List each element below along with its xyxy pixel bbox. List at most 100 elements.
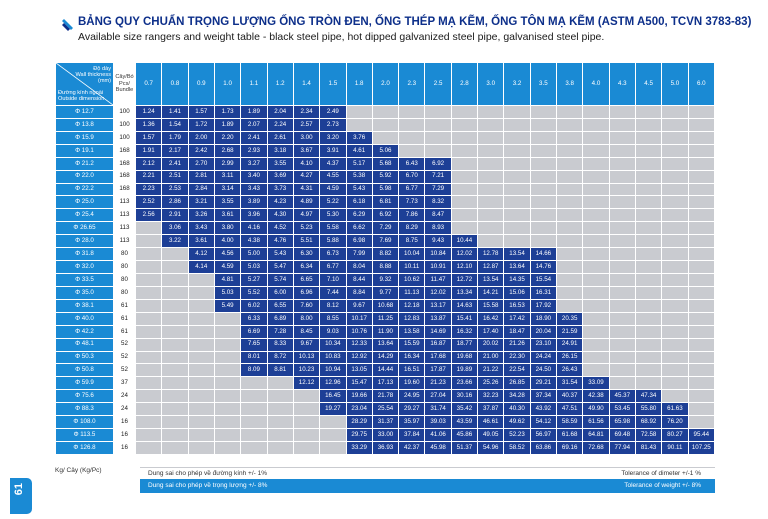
empty-cell [634,105,663,119]
weight-cell: 8.29 [398,221,426,236]
pcs-cell: 52 [113,363,136,378]
weight-cell: 42.37 [398,440,426,456]
empty-cell [161,247,189,262]
dimension-cell: Φ 75.6 [55,389,114,404]
weight-cell: 22.54 [503,363,531,378]
weight-cell: 42.38 [582,389,610,404]
weight-cell: 2.91 [161,208,189,223]
weight-cell: 6.43 [398,156,426,171]
weight-cell: 45.86 [450,428,479,442]
weight-cell: 15.06 [503,285,531,300]
empty-cell [240,376,268,391]
empty-cell [634,221,663,236]
weight-cell: 3.40 [240,169,268,184]
empty-cell [582,337,610,352]
weight-cell: 2.70 [187,156,215,171]
pcs-cell: 16 [113,440,136,456]
table-row: Φ 13.8 100 1.36 1.54 1.72 1.89 2.07 2.24 2.57 2.7… [55,117,716,132]
empty-cell [687,117,716,132]
empty-cell [266,440,294,456]
empty-cell [134,298,163,313]
weight-cell: 2.56 [134,208,163,223]
weight-cell: 2.00 [187,130,215,145]
pcs-cell: 80 [113,247,136,262]
empty-cell [450,182,479,197]
empty-cell [503,234,531,249]
empty-cell [187,402,215,417]
weight-cell: 1.72 [187,117,215,132]
weight-cell: 13.64 [371,337,400,352]
weight-cell: 5.92 [371,169,400,184]
empty-cell [608,337,636,352]
weight-cell: 4.76 [266,234,294,249]
empty-cell [477,208,505,223]
weight-cell: 45.37 [608,389,636,404]
weight-cell: 20.35 [555,311,584,326]
pcs-cell: 168 [113,143,136,158]
weight-cell: 3.76 [345,130,373,145]
weight-cell: 3.14 [213,182,242,197]
table-row: Φ 21.2 168 2.12 2.41 2.70 2.99 3.27 3.55 4.10 4.3… [55,156,716,171]
weight-cell: 39.03 [424,415,452,430]
empty-cell [582,221,610,236]
weight-cell: 6.62 [345,221,373,236]
empty-cell [634,195,663,210]
weight-cell: 22.30 [503,350,531,365]
empty-cell [687,415,716,430]
weight-cell: 26.85 [503,376,531,391]
empty-cell [503,143,531,158]
weight-cell: 8.82 [371,247,400,262]
weight-cell: 20.02 [477,337,505,352]
weight-cell: 12.02 [450,247,479,262]
empty-cell [608,117,636,132]
weight-cell: 8.81 [266,363,294,378]
empty-cell [687,389,716,404]
pcs-cell: 52 [113,337,136,352]
empty-cell [398,143,426,158]
empty-cell [582,156,610,171]
weight-cell: 2.84 [187,182,215,197]
tolerance-diameter-en: Tolerance of dimeter +/-1 % [621,470,701,477]
empty-cell [555,105,584,119]
dimension-cell: Φ 32.0 [55,260,114,274]
empty-cell [582,130,610,145]
weight-cell: 16.87 [424,337,452,352]
empty-cell [608,221,636,236]
table-row: Φ 33.5 80 4.81 5.27 5.74 6.65 7.10 8.44 9.32 10.6… [55,272,716,287]
weight-cell: 3.61 [213,208,242,223]
weight-cell: 5.58 [319,221,347,236]
empty-cell [187,285,215,300]
table-row: Φ 22.0 168 2.21 2.51 2.81 3.11 3.40 3.69 4.27 4.5… [55,169,716,184]
empty-cell [371,105,400,119]
weight-cell: 49.62 [503,415,531,430]
pcs-cell: 113 [113,221,136,236]
empty-cell [555,285,584,300]
empty-cell [529,234,558,249]
thickness-header: 4.0 [582,62,610,106]
empty-cell [477,182,505,197]
weight-cell: 6.00 [266,285,294,300]
empty-cell [213,428,242,442]
empty-cell [134,272,163,287]
empty-cell [687,272,716,287]
empty-cell [582,169,610,184]
weight-cell: 8.09 [240,363,268,378]
weight-cell: 6.70 [398,169,426,184]
weight-cell: 5.06 [371,143,400,158]
thickness-header: 0.7 [134,62,163,106]
table-row: Φ 113.5 16 29.75 33.00 37.84 41.06 45.86 49.05 5… [55,428,716,442]
pcs-cell: 61 [113,298,136,313]
weight-cell: 14.66 [529,247,558,262]
empty-cell [477,117,505,132]
weight-cell: 8.45 [292,324,321,339]
empty-cell [582,285,610,300]
corner-header: Độ dày Wall thickness (mm) Đường kính ng… [55,62,114,106]
empty-cell [187,311,215,326]
empty-cell [687,324,716,339]
empty-cell [634,156,663,171]
weight-cell: 3.69 [266,169,294,184]
empty-cell [529,221,558,236]
empty-cell [187,337,215,352]
weight-cell: 2.61 [266,130,294,145]
weight-cell: 10.34 [319,337,347,352]
